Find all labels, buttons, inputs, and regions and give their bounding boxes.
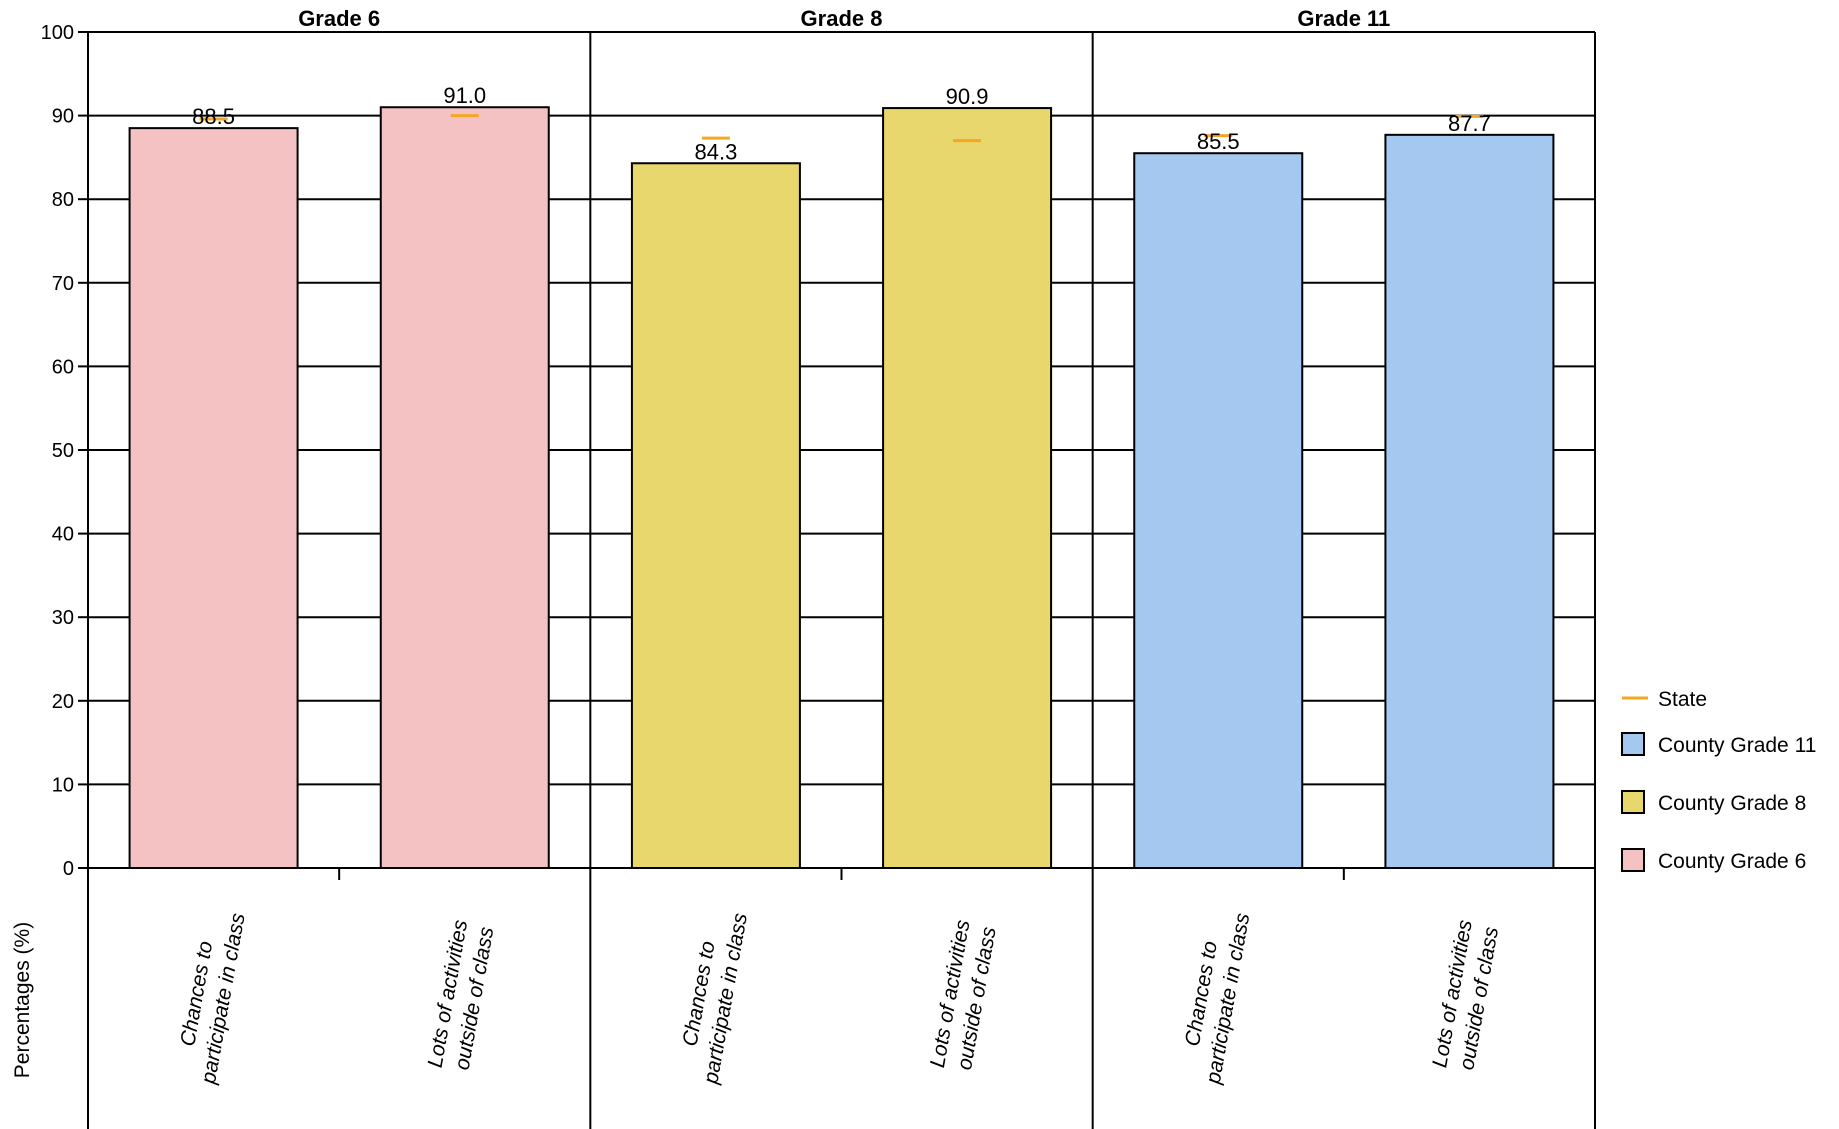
legend-label: County Grade 6: [1658, 850, 1806, 873]
legend-label: County Grade 8: [1658, 792, 1806, 815]
y-tick-label: 60: [52, 356, 74, 378]
y-tick-label: 30: [52, 607, 74, 629]
data-label: 91.0: [443, 83, 486, 108]
panel-title: Grade 11: [1297, 6, 1390, 31]
data-label: 90.9: [946, 84, 989, 109]
data-label: 84.3: [695, 139, 738, 164]
bar: [1384, 133, 1555, 869]
y-tick-label: 20: [52, 691, 74, 713]
y-tick-label: 80: [52, 189, 74, 211]
y-tick-label: 100: [41, 22, 74, 44]
bar: [882, 107, 1053, 870]
legend-swatch: [1621, 848, 1645, 872]
y-tick-label: 0: [63, 858, 74, 880]
bar: [379, 106, 550, 870]
bars: [128, 106, 1555, 870]
y-tick-label: 70: [52, 273, 74, 295]
panel-title: Grade 8: [801, 6, 883, 31]
y-tick-label: 90: [52, 106, 74, 128]
y-tick-label: 10: [52, 774, 74, 796]
panel-title: Grade 6: [298, 6, 380, 31]
legend: State County Grade 11 County Grade 8 County…: [1621, 688, 1816, 873]
legend-label: State: [1658, 688, 1707, 711]
y-tick-label: 40: [52, 524, 74, 546]
y-axis-title: Percentages (%): [11, 922, 34, 1078]
bar: [1133, 152, 1304, 870]
legend-label: County Grade 11: [1658, 734, 1816, 757]
data-label: 85.5: [1197, 129, 1240, 154]
gridlines: [88, 31, 1595, 869]
bar: [128, 127, 299, 869]
bar: [630, 162, 801, 869]
data-label: 88.5: [192, 104, 235, 129]
data-label: 87.7: [1448, 111, 1491, 136]
legend-swatch: [1621, 790, 1645, 814]
legend-swatch: [1621, 732, 1645, 756]
y-tick-label: 50: [52, 440, 74, 462]
plot-frame: [78, 31, 1596, 1129]
